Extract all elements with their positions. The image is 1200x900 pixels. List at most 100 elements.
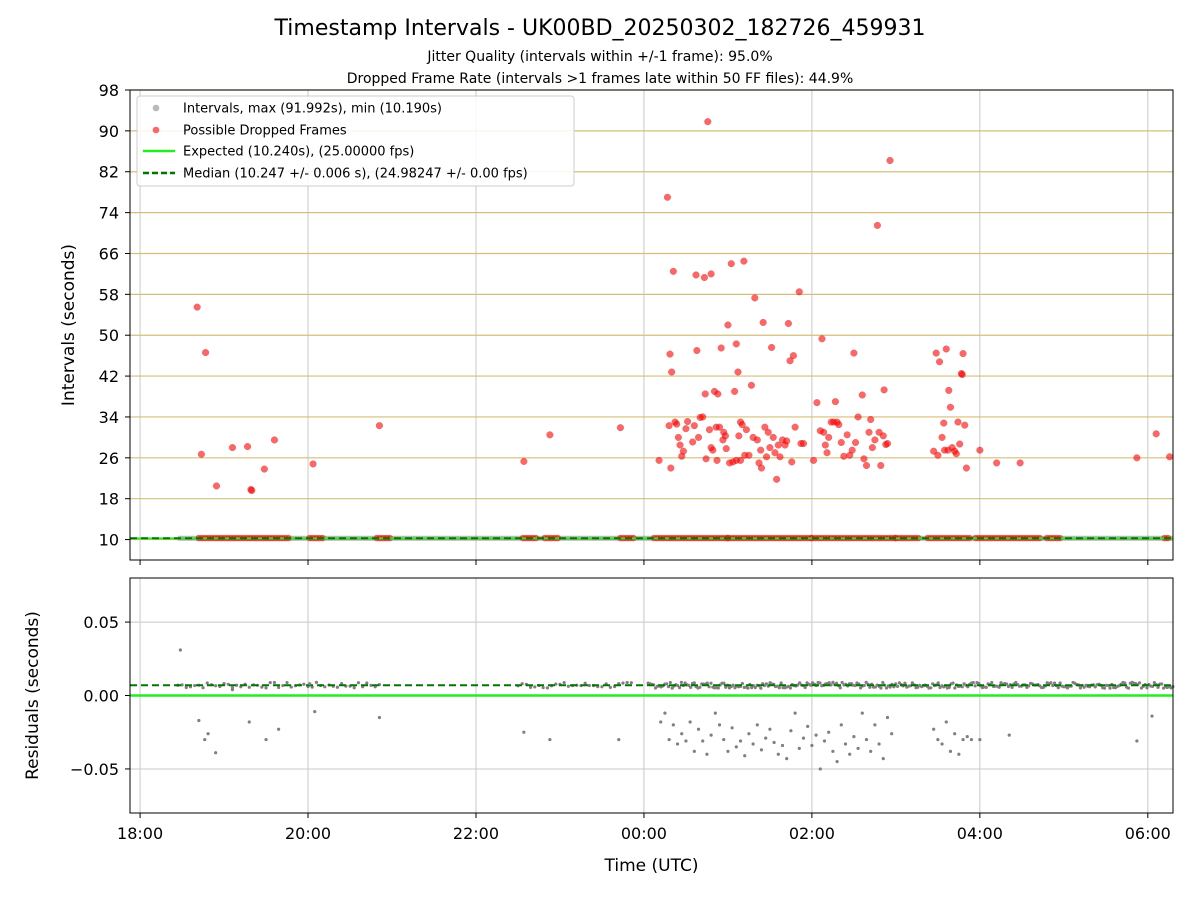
residual-point (692, 749, 696, 753)
y-tick-label: 74 (99, 204, 119, 223)
dropped-frame-point (795, 288, 803, 296)
intervals-plot: 10 18 26 34 42 50 58 66 74 82 90 98 Intervals (secon… (59, 81, 1174, 565)
residual-point (978, 737, 982, 742)
residual-point (843, 742, 848, 746)
residual-point (659, 720, 663, 724)
residual-point (879, 686, 883, 690)
residual-point (973, 684, 977, 688)
residual-point (1051, 683, 1055, 688)
y-tick-label: 98 (99, 81, 119, 100)
dropped-frame-point (757, 464, 766, 472)
dropped-frame-point (840, 452, 848, 460)
residual-point (1052, 681, 1057, 685)
residual-point (797, 746, 801, 750)
residual-point (625, 680, 629, 685)
residual-point (548, 737, 552, 742)
dropped-frame-point (193, 303, 201, 311)
residual-point (948, 749, 953, 753)
residual-point (881, 757, 885, 761)
dropped-frame-point (877, 461, 885, 470)
residual-point (193, 683, 197, 688)
residual-point (1145, 686, 1149, 690)
residual-point (890, 732, 894, 736)
dropped-frame-point (722, 445, 730, 453)
residual-point (352, 686, 356, 690)
residual-point (709, 681, 713, 685)
residual-point (971, 680, 975, 685)
dropped-frame-point (727, 260, 735, 268)
residual-point (759, 748, 764, 752)
residual-point (285, 680, 289, 685)
dropped-frame-point (773, 475, 781, 483)
legend-label-dropped: Possible Dropped Frames (183, 124, 347, 139)
residual-point (801, 736, 806, 740)
residual-point (1123, 681, 1127, 685)
dropped-frame-point (1166, 453, 1174, 461)
residual-point (178, 648, 182, 652)
y-tick-label: 10 (99, 531, 119, 550)
residual-point (264, 737, 268, 742)
residual-point (881, 680, 885, 685)
residual-point (201, 686, 205, 690)
residual-point (768, 727, 772, 731)
residual-point (848, 752, 852, 756)
dropped-frame-point (776, 453, 784, 461)
residual-point (323, 685, 327, 689)
dropped-frame-point (655, 456, 663, 464)
dropped-frame-point (831, 398, 839, 406)
dropped-frame-point (717, 344, 725, 352)
dropped-frame-point (714, 390, 722, 398)
dropped-frame-point (860, 455, 868, 463)
residual-point (764, 736, 768, 740)
residual-point (562, 680, 566, 685)
residual-point (184, 685, 188, 690)
residual-point (839, 723, 843, 727)
residual-point (1160, 682, 1164, 686)
residual-point (1078, 686, 1083, 690)
dropped-frame-point (244, 443, 252, 451)
dropped-frame-point (932, 349, 940, 357)
residual-point (835, 759, 839, 764)
residual-point (944, 720, 948, 724)
residual-point (676, 683, 680, 688)
dropped-frame-point (865, 428, 873, 436)
dropped-frame-point (940, 419, 948, 427)
dropped-frame-point (667, 464, 675, 472)
dropped-frame-point (724, 321, 732, 329)
residual-point (1056, 686, 1060, 690)
residual-point (793, 711, 797, 715)
dropped-frame-point (848, 446, 856, 454)
residual-point (947, 685, 951, 690)
residual-point (840, 680, 844, 685)
residual-point (281, 683, 285, 688)
dropped-frame-point (784, 319, 792, 328)
residual-point (705, 752, 709, 756)
residual-point (696, 727, 701, 731)
residual-point (264, 686, 268, 690)
dropped-frame-point (248, 486, 256, 495)
residual-point (1108, 686, 1112, 690)
residual-point (716, 686, 720, 690)
residual-point (214, 751, 218, 755)
dropped-frame-point (309, 460, 317, 468)
residual-point (313, 710, 317, 714)
residual-point (969, 737, 974, 742)
residual-point (936, 737, 940, 742)
residual-point (621, 681, 625, 685)
residual-point (990, 680, 994, 685)
residual-point (780, 743, 785, 748)
dropped-frame-point (799, 439, 808, 448)
residual-point (838, 686, 842, 690)
residual-point (214, 684, 218, 688)
residual-point (772, 740, 776, 745)
residual-point (1007, 733, 1011, 737)
dropped-frame-point (704, 118, 712, 126)
residual-point (675, 742, 680, 746)
dropped-frame-point (862, 461, 871, 470)
residual-point (688, 720, 692, 724)
residual-point (834, 681, 839, 685)
dropped-frame-point (721, 432, 729, 440)
residual-point (789, 729, 793, 733)
residual-point (856, 746, 860, 750)
dropped-frame-point (820, 428, 828, 436)
